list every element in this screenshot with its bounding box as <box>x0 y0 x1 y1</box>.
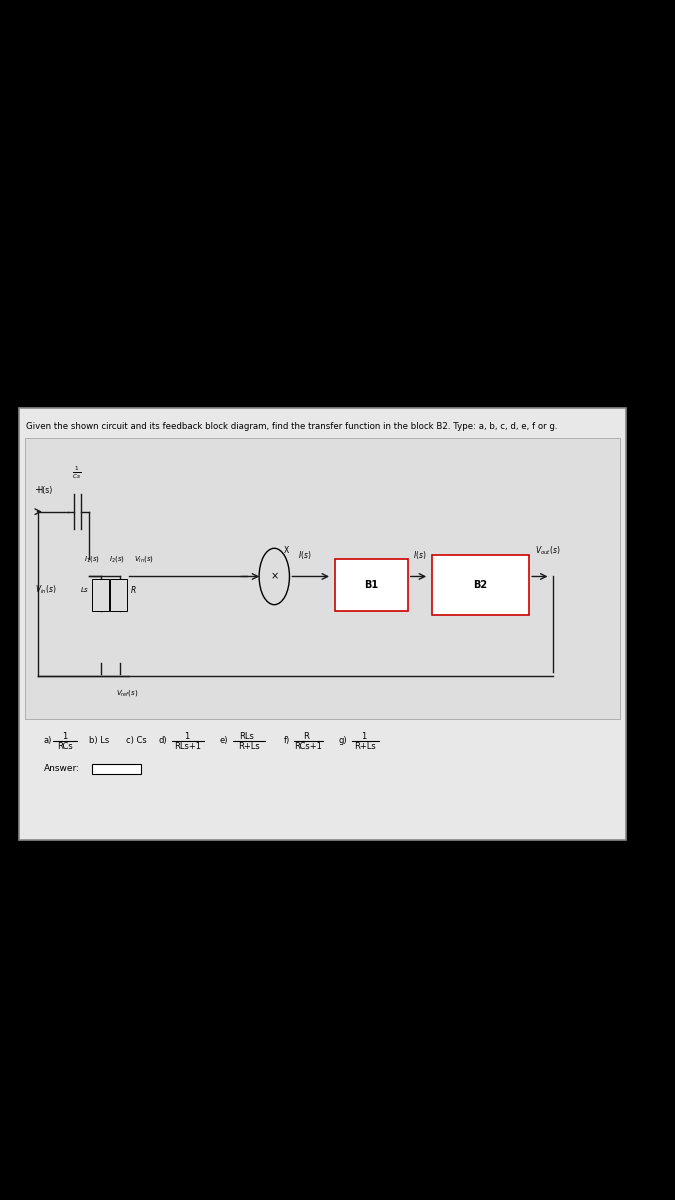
Text: $V_{in}(s)$: $V_{in}(s)$ <box>134 554 154 564</box>
Text: g): g) <box>338 736 347 745</box>
Text: $V_{ref}(s)$: $V_{ref}(s)$ <box>115 688 138 698</box>
Text: RLs: RLs <box>240 732 254 740</box>
Text: $I_2(s)$: $I_2(s)$ <box>109 554 124 564</box>
Text: d): d) <box>159 736 167 745</box>
Bar <box>432 554 529 616</box>
Text: RCs: RCs <box>57 742 73 751</box>
Text: $V_{out}(s)$: $V_{out}(s)$ <box>535 545 560 557</box>
Text: $I(s)$: $I(s)$ <box>413 548 427 560</box>
Text: X: X <box>284 546 289 556</box>
Text: 1: 1 <box>184 732 189 740</box>
Text: $I(s)$: $I(s)$ <box>298 548 311 560</box>
Text: f): f) <box>284 736 290 745</box>
Bar <box>26 438 620 719</box>
Text: B2: B2 <box>474 580 488 590</box>
Text: RCs+1: RCs+1 <box>294 742 322 751</box>
Bar <box>335 559 408 611</box>
Circle shape <box>259 548 290 605</box>
Text: +: + <box>34 485 42 496</box>
Text: $R$: $R$ <box>130 584 136 595</box>
Text: $\frac{1}{Cs}$: $\frac{1}{Cs}$ <box>72 464 82 481</box>
Text: I(s): I(s) <box>40 486 53 494</box>
Text: B1: B1 <box>364 580 379 590</box>
Text: 1: 1 <box>62 732 68 740</box>
Text: $I_1(s)$: $I_1(s)$ <box>84 554 100 564</box>
Text: R+Ls: R+Ls <box>238 742 260 751</box>
Text: a): a) <box>44 736 52 745</box>
Bar <box>20 408 626 840</box>
Bar <box>111 578 128 611</box>
Text: Given the shown circuit and its feedback block diagram, find the transfer functi: Given the shown circuit and its feedback… <box>26 422 558 432</box>
Bar <box>92 578 109 611</box>
Text: c) Cs: c) Cs <box>126 736 146 745</box>
Text: b) Ls: b) Ls <box>89 736 109 745</box>
Text: Answer:: Answer: <box>44 764 80 773</box>
Text: $Ls$: $Ls$ <box>80 584 89 594</box>
Text: RLs+1: RLs+1 <box>175 742 202 751</box>
Text: $\times$: $\times$ <box>270 571 279 582</box>
Text: R+Ls: R+Ls <box>354 742 376 751</box>
Text: $V_{in}(s)$: $V_{in}(s)$ <box>34 583 56 595</box>
Text: R: R <box>304 732 309 740</box>
Bar <box>92 764 141 774</box>
Text: e): e) <box>219 736 228 745</box>
Text: 1: 1 <box>361 732 366 740</box>
